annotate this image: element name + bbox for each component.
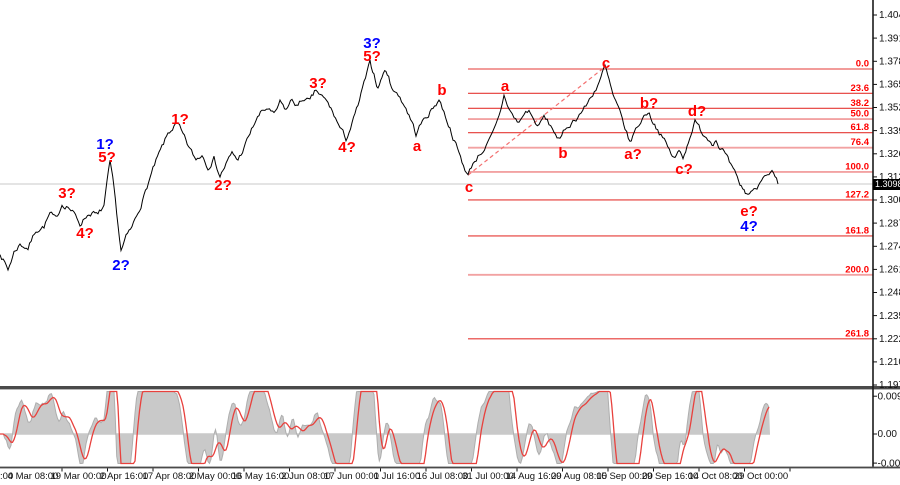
price-line[interactable]: [0, 59, 779, 272]
wave-label[interactable]: e?: [740, 203, 758, 220]
y-axis-label: 1.2486: [879, 288, 900, 299]
fib-level-label: 50.0: [851, 109, 870, 120]
y-axis-label: 1.3006: [879, 195, 900, 206]
y-axis-label: 1.2356: [879, 311, 900, 322]
oscillator-signal-line[interactable]: [0, 390, 770, 465]
x-axis-label-partial: 6:00: [0, 471, 13, 482]
current-price-badge: 1.3098: [873, 179, 900, 190]
oscillator-panel[interactable]: [0, 390, 770, 465]
osc-axis-label: -0.00692: [878, 458, 900, 469]
wave-label[interactable]: 1?: [171, 111, 189, 128]
wave-label[interactable]: 4?: [76, 225, 94, 242]
y-axis-label: 1.2616: [879, 265, 900, 276]
x-axis-label[interactable]: 2 Jun 08:00: [281, 471, 331, 482]
fib-level-label: 38.2: [851, 98, 870, 109]
x-axis-label[interactable]: 19 Mar 00:00: [51, 471, 107, 482]
wave-label[interactable]: c: [602, 55, 610, 72]
y-axis-label: 1.2876: [879, 218, 900, 229]
wave-label[interactable]: a: [413, 138, 422, 155]
y-axis-label: 1.3396: [879, 126, 900, 137]
wave-label[interactable]: 4?: [338, 139, 356, 156]
x-axis-label[interactable]: 29 Aug 08:00: [551, 471, 607, 482]
wave-label[interactable]: 2?: [112, 257, 130, 274]
wave-label[interactable]: 4?: [740, 218, 758, 235]
oscillator-area[interactable]: [0, 391, 770, 464]
y-axis-label: 1.3656: [879, 80, 900, 91]
panel-separator[interactable]: [0, 386, 900, 390]
wave-label[interactable]: c?: [675, 161, 693, 178]
fib-level-label: 0.0: [856, 59, 869, 70]
fib-level-label: 23.6: [851, 83, 870, 94]
wave-label[interactable]: c: [465, 179, 473, 196]
x-axis-label[interactable]: 29 Oct 00:00: [734, 471, 788, 482]
y-axis-label: 1.3266: [879, 149, 900, 160]
price-panel[interactable]: 3?4?1?5?2?1?2?3?4?3?5?abcabca?b?c?d?e?4?…: [0, 35, 873, 340]
x-axis-label[interactable]: 15 Sep 00:00: [596, 471, 653, 482]
x-axis-label[interactable]: 14 Aug 16:00: [506, 471, 562, 482]
fib-level-label: 127.2: [845, 189, 869, 200]
wave-label[interactable]: 3?: [309, 75, 327, 92]
wave-label[interactable]: d?: [688, 103, 706, 120]
fib-level-label: 100.0: [845, 161, 869, 172]
y-axis-label: 1.4046: [879, 10, 900, 21]
fib-level-label: 200.0: [845, 264, 869, 275]
y-axis-label: 1.3916: [879, 33, 900, 44]
wave-label[interactable]: 2?: [214, 177, 232, 194]
osc-axis-label: 0.00901: [878, 391, 900, 402]
x-axis-label[interactable]: 1 Jul 16:00: [374, 471, 420, 482]
x-axis-label[interactable]: 17 Apr 08:00: [143, 471, 197, 482]
y-axis-label: 1.3786: [879, 57, 900, 68]
wave-label[interactable]: b?: [640, 95, 658, 112]
y-axis-label: 1.2746: [879, 241, 900, 252]
wave-label[interactable]: 1?: [96, 136, 114, 153]
wave-label[interactable]: b: [437, 82, 446, 99]
fib-level-label: 261.8: [845, 328, 869, 339]
wave-label[interactable]: 3?: [58, 185, 76, 202]
x-axis-label[interactable]: 31 Jul 00:00: [462, 471, 514, 482]
x-axis-label[interactable]: 2 May 00:00: [189, 471, 241, 482]
oscillator-outline: [0, 391, 770, 465]
x-axis-label[interactable]: 29 Sep 16:00: [642, 471, 699, 482]
y-axis-label: 1.3136: [879, 172, 900, 183]
date-axis-separator: [0, 466, 900, 469]
y-axis-label: 1.3526: [879, 103, 900, 114]
osc-axis-label: 0.00: [878, 429, 898, 440]
wave-label[interactable]: 3?: [363, 35, 381, 52]
fib-level-label: 76.4: [851, 137, 870, 148]
wave-label[interactable]: 5?: [98, 149, 116, 166]
wave-label[interactable]: 5?: [363, 48, 381, 65]
y-axis-label: 1.1971: [879, 380, 900, 391]
y-axis-label: 1.2226: [879, 334, 900, 345]
x-axis-label[interactable]: 4 Mar 08:00: [8, 471, 59, 482]
x-axis-label[interactable]: 2 Apr 16:00: [100, 471, 149, 482]
wave-label[interactable]: a: [501, 78, 510, 95]
wave-label[interactable]: b: [558, 145, 567, 162]
x-axis-label[interactable]: 14 Oct 08:00: [688, 471, 742, 482]
wave-label[interactable]: a?: [624, 146, 642, 163]
y-axis-label: 1.2101: [879, 357, 900, 368]
x-axis-label[interactable]: 16 May 16:00: [232, 471, 290, 482]
fib-level-label: 161.8: [845, 225, 869, 236]
trendline[interactable]: [467, 66, 606, 176]
x-axis-label[interactable]: 16 Jul 08:00: [417, 471, 469, 482]
fib-level-label: 61.8: [851, 122, 870, 133]
x-axis-label[interactable]: 17 Jun 00:00: [324, 471, 379, 482]
